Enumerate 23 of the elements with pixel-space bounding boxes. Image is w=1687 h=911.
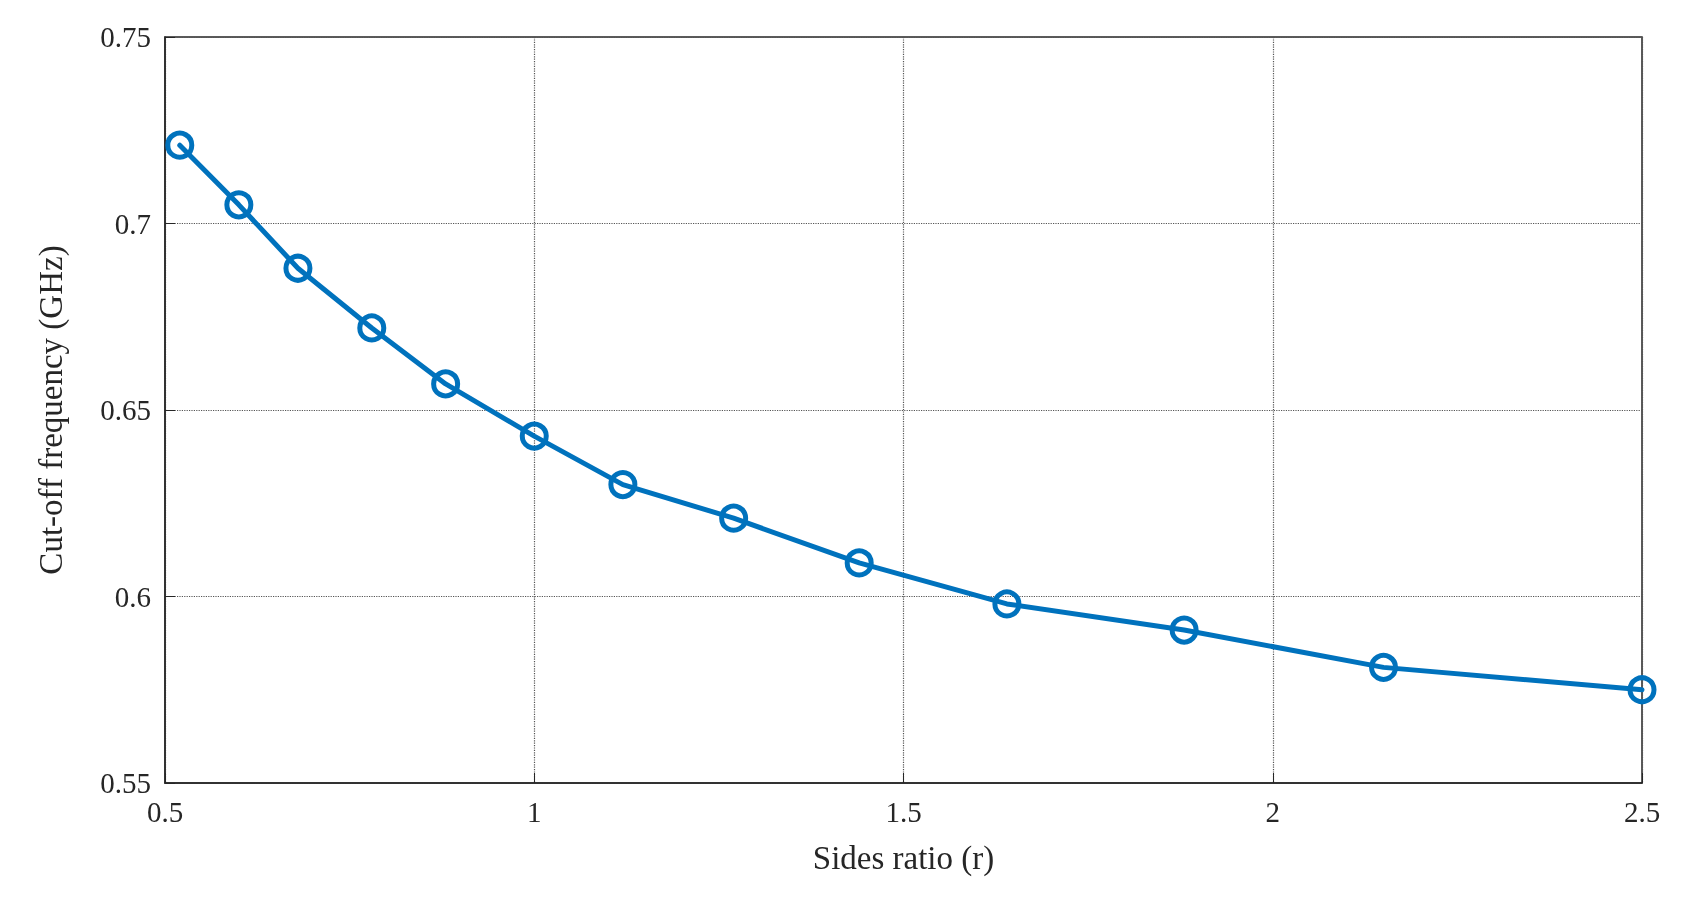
point <box>431 369 461 399</box>
y-tick-label: 0.65 <box>100 394 151 426</box>
x-axis-title: Sides ratio (r) <box>812 839 995 877</box>
y-tick-label: 0.6 <box>114 580 151 613</box>
point <box>844 548 874 578</box>
point <box>1627 675 1657 705</box>
y-axis-title: Cut-off frequency (GHz) <box>32 245 70 575</box>
point <box>283 253 313 283</box>
point <box>1369 652 1399 682</box>
point <box>357 313 387 343</box>
x-tick-label: 2 <box>1265 795 1280 828</box>
point <box>992 589 1022 619</box>
x-tick-label: 1 <box>527 795 542 828</box>
point <box>1169 615 1199 645</box>
point <box>719 503 749 533</box>
x-tick-label: 1.5 <box>885 795 922 828</box>
x-tick-label: 2.5 <box>1623 795 1661 828</box>
y-tick-label: 0.7 <box>114 207 151 240</box>
point <box>608 470 638 500</box>
point <box>224 190 254 220</box>
y-tick-label: 0.75 <box>100 21 151 53</box>
point <box>165 130 195 160</box>
point <box>519 421 549 451</box>
